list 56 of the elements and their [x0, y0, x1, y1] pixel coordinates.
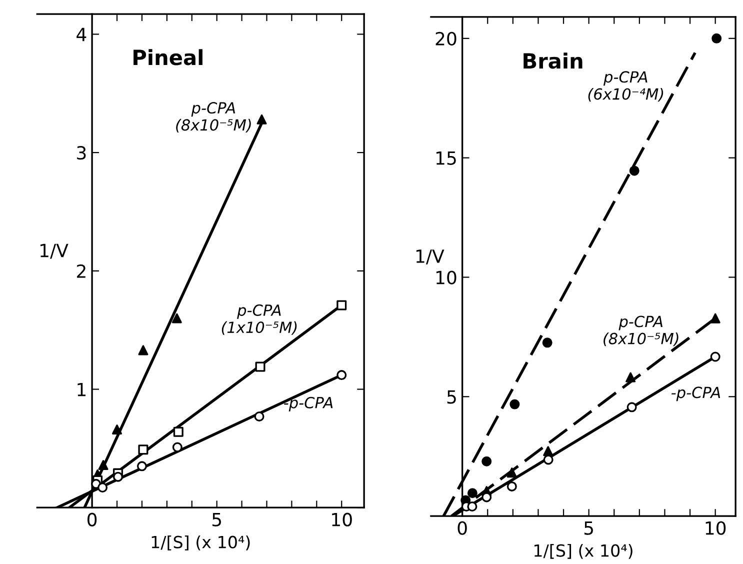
text: Brain: [524, 52, 582, 69]
point: [256, 114, 267, 124]
point: [138, 444, 148, 455]
x-tick-label: 5: [584, 521, 593, 535]
x-tick-label: 0: [88, 512, 97, 526]
x-tick-label: 10: [706, 521, 726, 535]
x-axis-title: 1/[S] (x 10⁴): [152, 535, 250, 550]
point: [173, 426, 184, 437]
point: [98, 460, 108, 470]
y-tick-label: 1: [78, 382, 86, 396]
y-axis-title: 1/V: [40, 244, 68, 259]
y-tick-label: 20: [436, 32, 456, 46]
x-tick-label: 0: [458, 521, 467, 535]
y-tick-label: 2: [77, 264, 86, 278]
point: [467, 488, 478, 498]
y-tick-label: 5: [447, 390, 456, 404]
x-tick-label: 5: [212, 513, 221, 526]
point: [482, 492, 492, 502]
point: [629, 166, 640, 176]
point: [172, 313, 182, 324]
annotation: -p-CPA: [284, 396, 333, 412]
point: [255, 362, 266, 372]
point: [467, 502, 478, 512]
point: [112, 424, 122, 434]
y-tick-label: 3: [77, 146, 86, 160]
annotation: p-CPA (6x10⁻⁴M): [588, 71, 664, 102]
point: [506, 481, 517, 492]
x-tick-label: 10: [332, 512, 352, 526]
x-axis-title: 1/[S] (x 10⁴): [534, 544, 632, 559]
point: [626, 372, 636, 382]
text: Pineal: [134, 49, 202, 66]
point: [543, 446, 554, 456]
y-tick-label: 4: [76, 28, 86, 42]
point: [542, 338, 552, 348]
point: [482, 456, 492, 466]
point: [543, 454, 554, 465]
point: [254, 411, 264, 422]
annotation: -p-CPA: [672, 386, 720, 402]
point: [136, 461, 147, 472]
y-tick-label: 10: [436, 270, 456, 284]
annotation: p-CPA (8x10⁻⁵M): [604, 316, 678, 346]
point: [336, 370, 347, 380]
point: [98, 482, 108, 492]
annotation: p-CPA (8x10⁻⁵M): [176, 102, 251, 133]
point: [710, 352, 720, 362]
point: [113, 472, 124, 482]
point: [506, 468, 517, 478]
point: [336, 300, 347, 310]
point: [710, 313, 720, 324]
y-tick-label: 15: [436, 152, 456, 165]
point: [626, 402, 637, 412]
point: [712, 33, 722, 44]
point: [510, 399, 520, 410]
point: [138, 345, 148, 356]
y-axis-title: 1/V: [416, 250, 444, 264]
annotation: p-CPA (1x10⁻⁵M): [222, 304, 297, 335]
